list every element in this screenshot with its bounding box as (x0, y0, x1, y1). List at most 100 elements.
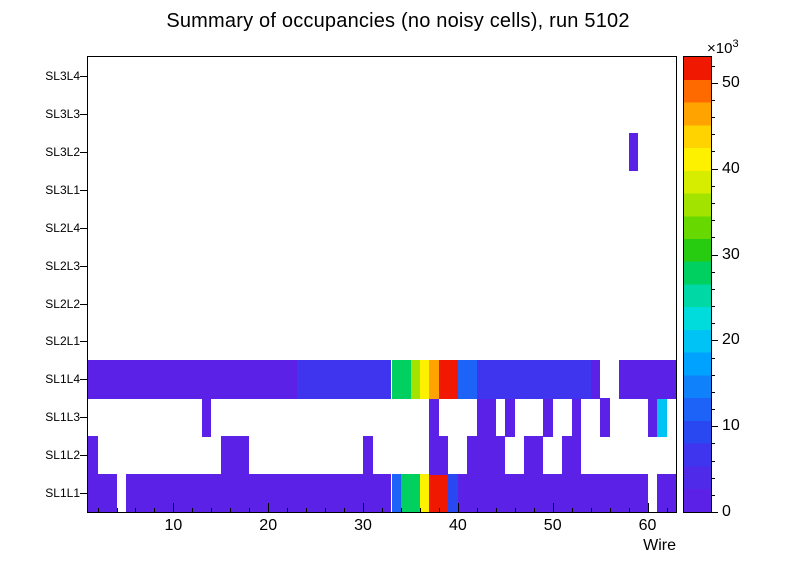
x-axis-minor-tick (249, 508, 251, 512)
y-axis-label: SL1L2 (45, 448, 80, 463)
heatmap-cell (125, 474, 392, 512)
heatmap-cell (429, 398, 439, 437)
heatmap-cell (467, 436, 506, 475)
y-axis-tick (80, 113, 87, 115)
colorbar-tick (711, 254, 718, 256)
heatmap-cell (401, 474, 420, 512)
colorbar-minor-tick (711, 134, 715, 136)
y-axis-label: SL3L4 (45, 69, 80, 83)
y-axis-tick (80, 417, 87, 419)
x-axis-tick (173, 503, 175, 512)
colorbar-tick-label: 10 (722, 417, 740, 435)
x-axis-minor-tick (154, 508, 156, 512)
x-axis-tick-label: 40 (448, 517, 467, 534)
colorbar (683, 56, 712, 513)
heatmap-cell (88, 474, 117, 512)
heatmap-cell (628, 132, 639, 172)
heatmap-cell (429, 436, 449, 475)
x-axis-minor-tick (609, 508, 611, 512)
heatmap-cell (457, 360, 477, 399)
colorbar-minor-tick (711, 323, 715, 325)
x-axis-tick-label: 30 (354, 517, 372, 534)
heatmap-cell (391, 474, 401, 512)
heatmap-cell (419, 474, 430, 512)
x-axis-title: Wire (643, 537, 676, 554)
colorbar-scale-exponent: 3 (732, 38, 739, 50)
heatmap-cell (88, 360, 297, 399)
heatmap-cell (543, 398, 553, 437)
x-axis-minor-tick (192, 508, 194, 512)
x-axis-tick-label: 10 (164, 517, 183, 534)
heatmap-cell (476, 360, 591, 399)
heatmap-cell (562, 436, 582, 475)
x-axis-minor-tick (514, 508, 516, 512)
x-axis-minor-tick (533, 508, 535, 512)
heatmap-cell (448, 474, 458, 512)
x-axis-minor-tick (325, 508, 327, 512)
y-axis-tick (80, 189, 87, 191)
colorbar-tick (711, 512, 718, 513)
heatmap-cell (524, 436, 544, 475)
x-axis-minor-tick (306, 508, 308, 512)
colorbar-minor-tick (711, 288, 715, 290)
plot-frame-cells (88, 57, 676, 512)
colorbar-minor-tick (711, 202, 715, 204)
heatmap-cell (220, 436, 250, 475)
colorbar-tick-label: 30 (722, 245, 740, 263)
colorbar-minor-tick (711, 357, 715, 359)
y-axis-tick (80, 455, 87, 457)
x-axis-minor-tick (628, 508, 630, 512)
x-axis-minor-tick (382, 508, 383, 512)
y-axis-label: SL2L3 (45, 258, 80, 273)
x-axis-minor-tick (135, 508, 137, 512)
heatmap-cell (647, 398, 657, 437)
x-axis-tick-label: 50 (543, 517, 562, 534)
y-axis-label: SL1L3 (45, 410, 80, 425)
x-axis-tick (552, 503, 554, 512)
x-axis-minor-tick (571, 508, 573, 512)
heatmap-cell (391, 360, 411, 399)
heatmap-cell (363, 436, 373, 475)
colorbar-tick (711, 82, 718, 84)
x-axis-minor-tick (344, 508, 346, 512)
x-axis-minor-tick (230, 508, 232, 512)
colorbar-gradient (684, 57, 711, 512)
colorbar-tick (711, 340, 718, 342)
plot-frame (87, 56, 677, 513)
x-axis-minor-tick (116, 508, 118, 512)
heatmap-cell (410, 360, 420, 399)
x-axis-minor-tick (419, 508, 421, 512)
colorbar-tick-label: 0 (722, 503, 731, 520)
colorbar-minor-tick (711, 237, 715, 239)
colorbar-minor-tick (711, 477, 715, 479)
heatmap-cell (505, 398, 515, 437)
colorbar-minor-tick (711, 409, 715, 410)
colorbar-minor-tick (711, 443, 715, 445)
x-axis-minor-tick (211, 508, 213, 512)
colorbar-minor-tick (711, 117, 715, 119)
colorbar-minor-tick (711, 306, 715, 307)
x-axis-minor-tick (590, 508, 592, 512)
heatmap-cell (657, 398, 667, 437)
x-axis-minor-tick (476, 508, 478, 512)
y-axis-tick (80, 303, 87, 305)
heatmap-cell (619, 360, 676, 399)
colorbar-scale-label: ×103 (707, 38, 739, 57)
heatmap-cell (600, 398, 610, 437)
colorbar-tick (711, 426, 718, 428)
y-axis-tick (80, 76, 87, 77)
colorbar-tick-label: 20 (722, 331, 740, 349)
y-axis-label: SL3L3 (45, 106, 80, 121)
y-axis-tick (80, 265, 87, 267)
colorbar-minor-tick (711, 374, 715, 376)
heatmap-cell (590, 360, 601, 399)
heatmap-cell (429, 474, 449, 512)
y-axis-tick (80, 151, 87, 153)
colorbar-minor-tick (711, 151, 715, 153)
y-axis-label: SL2L1 (45, 334, 80, 349)
y-axis-label: SL2L2 (45, 296, 80, 311)
heatmap-cell (419, 360, 430, 399)
y-axis-tick (80, 379, 87, 381)
colorbar-minor-tick (711, 220, 715, 222)
